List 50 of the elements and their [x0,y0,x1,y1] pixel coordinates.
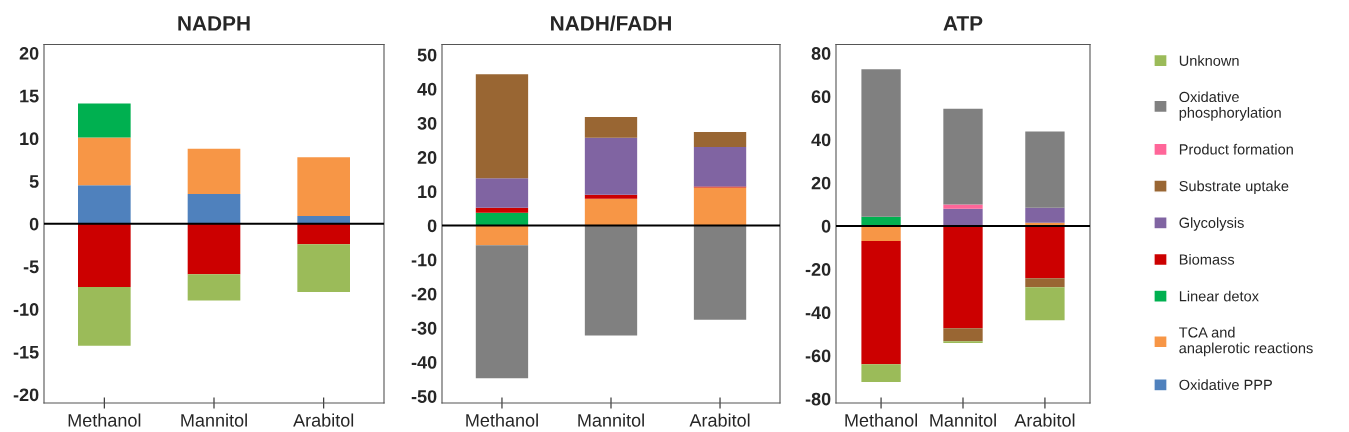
y-tick-label: -50 [411,390,437,403]
y-tick-label: -10 [411,253,437,267]
y-tick-label: 0 [821,219,831,233]
y-tick-label: -20 [13,388,39,402]
legend-label: Linear detox [1179,290,1259,302]
legend-label: Substrate uptake [1179,180,1289,195]
chart-title: NADPH [178,16,250,31]
chart-title: ATP [943,16,983,31]
legend-label: Product formation [1179,143,1293,155]
y-tick-label: 30 [417,116,437,130]
x-tick-label: Methanol [466,413,538,427]
y-tick-label: 20 [19,46,39,60]
x-tick-label: Methanol [68,413,141,427]
legend-label: Oxidative PPP [1179,379,1272,390]
legend-label: TCA and anaplerotic reactions [1179,326,1313,357]
y-tick-label: 0 [29,217,39,231]
y-tick-label: 60 [811,90,831,104]
y-tick-label: -40 [805,306,831,320]
legend-label: Glycolysis [1179,217,1244,231]
y-tick-label: 0 [427,219,437,233]
y-tick-label: -30 [411,321,437,335]
x-tick-label: Methanol [845,413,917,427]
y-tick-label: -15 [13,345,39,359]
legend-label: Biomass [1179,253,1235,265]
x-tick-label: Arabitol [1014,413,1075,427]
y-tick-label: -20 [411,287,437,301]
y-tick-label: 40 [811,133,831,147]
y-tick-label: 50 [417,48,437,62]
y-tick-label: 10 [418,185,437,199]
x-tick-label: Mannitol [578,413,644,427]
x-tick-label: Arabitol [689,413,750,427]
y-tick-label: -20 [805,263,831,276]
y-tick-label: 40 [417,82,437,96]
y-tick-label: 10 [20,132,39,146]
y-tick-label: 20 [811,176,831,190]
y-tick-label: -80 [805,392,831,406]
x-tick-label: Mannitol [181,413,247,427]
y-tick-label: 80 [811,47,831,60]
x-tick-label: Arabitol [293,413,354,427]
y-tick-label: -60 [805,349,831,363]
chart-title: NADH/FADH [551,15,671,32]
y-tick-label: -5 [23,260,39,274]
legend-label: Oxidative phosphorylation [1179,91,1281,121]
x-tick-label: Mannitol [930,413,996,427]
y-tick-label: 15 [20,89,39,103]
y-tick-label: -40 [411,356,437,369]
legend-label: Unknown [1179,55,1239,66]
y-tick-label: 5 [29,175,39,188]
y-tick-label: -10 [13,303,39,316]
y-tick-label: 20 [417,151,437,164]
